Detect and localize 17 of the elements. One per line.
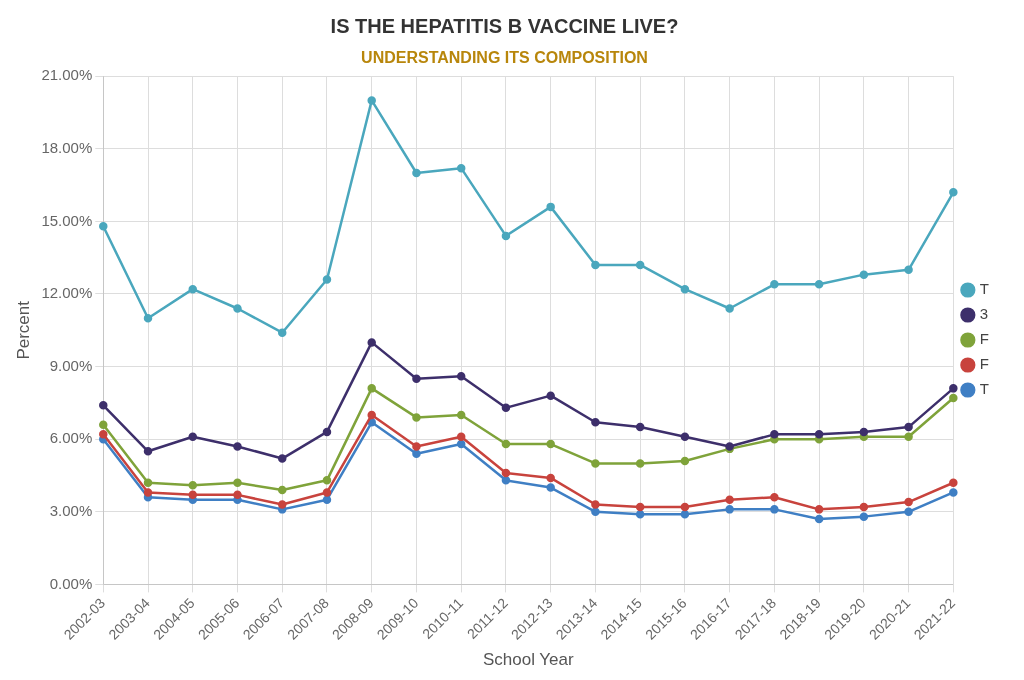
y-tick-label: 9.00% (49, 356, 93, 374)
legend-label: T (979, 280, 990, 298)
y-tick-label: 0.00% (49, 574, 93, 592)
legend-label: 3 (979, 305, 989, 323)
legend-label: T (979, 380, 990, 398)
y-axis-title: Percent (13, 300, 33, 360)
y-tick-label: 12.00% (41, 284, 93, 302)
y-tick-label: 6.00% (49, 429, 93, 447)
chart-title: IS THE HEPATITIS B VACCINE LIVE? (330, 14, 679, 37)
chart-subtitle: UNDERSTANDING ITS COMPOSITION (361, 49, 648, 67)
y-tick-label: 15.00% (41, 211, 93, 229)
legend-label: F (979, 355, 990, 373)
x-axis-title: School Year (482, 650, 575, 670)
legend-label: F (979, 330, 990, 348)
y-tick-label: 3.00% (49, 501, 93, 519)
y-tick-label: 18.00% (41, 138, 93, 156)
y-tick-label: 21.00% (41, 66, 93, 84)
